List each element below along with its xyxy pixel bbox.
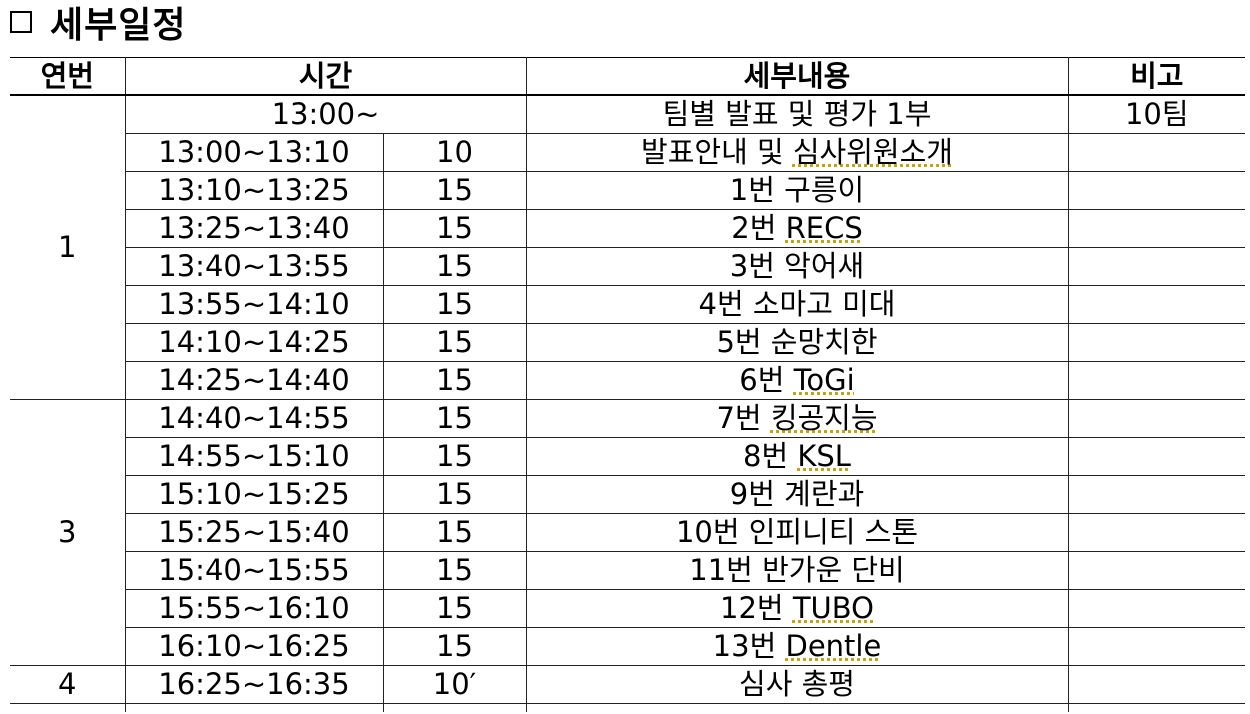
group-number: 4 [10,665,126,704]
content-cell: 11번 반가운 단비 [525,551,1069,590]
table-row: 4 16:25~16:35 10′ 심사 총평 [10,665,1245,704]
duration-cell: 15 [382,513,527,552]
empty-cell [10,703,126,712]
note-cell [1067,323,1245,362]
content-cell: 6번 ToGi [525,361,1069,400]
header-note: 비고 [1067,57,1245,96]
time-cell: 13:25~13:40 [125,209,384,248]
duration-cell: 15 [382,247,527,286]
time-cell: 13:40~13:55 [125,247,384,286]
time-cell: 15:40~15:55 [125,551,384,590]
time-cell: 16:25~16:35 [124,665,384,704]
note-cell [1067,247,1245,286]
time-cell: 15:55~16:10 [125,589,384,628]
duration-cell: 15 [382,437,527,476]
note-cell [1067,285,1245,324]
table-row: 15:10~15:25 15 9번 계란과 [10,475,1245,514]
checkbox-square-icon [10,11,32,33]
schedule-body: 1 13:00~ 팀별 발표 및 평가 1부 10팀 13:00~13:10 10… [10,94,1245,712]
content-cell: 2번 RECS [525,209,1069,248]
table-row: 13:10~13:25 15 1번 구릉이 [10,171,1245,210]
header-no: 연번 [10,57,126,96]
note-cell [1067,475,1245,514]
section-title-text: 세부일정 [50,5,187,46]
time-cell: 14:40~14:55 [124,399,384,438]
content-cell: 12번 TUBO [525,589,1069,628]
note-cell [1067,665,1245,704]
content-cell: 심사 총평 [525,665,1069,704]
duration-cell: 15 [382,171,527,210]
table-row: 14:25~14:40 15 6번 ToGi [10,361,1245,400]
content-cell: 8번 KSL [525,437,1069,476]
empty-cell [382,703,527,712]
duration-cell: 15 [382,323,527,362]
table-row: 14:10~14:25 15 5번 순망치한 [10,323,1245,362]
duration-cell: 10′ [382,665,527,704]
time-cell: 14:10~14:25 [125,323,384,362]
table-row: 16:10~16:25 15 13번 Dentle [10,627,1245,666]
empty-cell [525,703,1069,712]
content-cell: 팀별 발표 및 평가 1부 [525,94,1069,134]
duration-cell: 15 [382,475,527,514]
table-row: 15:40~15:55 15 11번 반가운 단비 [10,551,1245,590]
table-row: 13:00~13:10 10 발표안내 및 심사위원소개 [10,133,1245,172]
table-row: 15:55~16:10 15 12번 TUBO [10,589,1245,628]
note-cell [1067,133,1245,172]
content-cell: 발표안내 및 심사위원소개 [525,133,1069,172]
schedule-table: 연번 시간 세부내용 비고 1 13:00~ 팀별 발표 및 평가 1부 10팀… [10,57,1245,712]
table-row: 14:55~15:10 15 8번 KSL [10,437,1245,476]
empty-cell [1067,703,1245,712]
duration-cell: 15 [382,399,527,438]
time-cell: 13:00~ [124,94,527,134]
time-cell: 16:10~16:25 [125,627,384,666]
duration-cell: 15 [382,361,527,400]
note-cell [1067,437,1245,476]
note-cell [1067,551,1245,590]
note-cell [1067,171,1245,210]
duration-cell: 15 [382,285,527,324]
note-cell [1067,627,1245,666]
note-cell [1067,513,1245,552]
content-cell: 5번 순망치한 [525,323,1069,362]
time-cell: 15:25~15:40 [125,513,384,552]
content-cell: 10번 인피니티 스톤 [525,513,1069,552]
table-row: 13:25~13:40 15 2번 RECS [10,209,1245,248]
content-cell: 9번 계란과 [525,475,1069,514]
content-cell: 1번 구릉이 [525,171,1069,210]
content-cell: 4번 소마고 미대 [525,285,1069,324]
duration-cell: 15 [382,209,527,248]
content-cell: 3번 악어새 [525,247,1069,286]
duration-cell: 10 [382,133,527,172]
duration-cell: 15 [382,589,527,628]
content-cell: 7번 킹공지능 [525,399,1069,438]
table-row: 1 13:00~ 팀별 발표 및 평가 1부 10팀 [10,94,1245,400]
note-cell [1067,361,1245,400]
time-cell: 15:10~15:25 [125,475,384,514]
table-row: 13:40~13:55 15 3번 악어새 [10,247,1245,286]
table-row: 3 14:40~14:55 15 7번 킹공지능 [10,399,1245,666]
section-title: 세부일정 [10,0,186,46]
note-cell [1067,209,1245,248]
duration-cell: 15 [382,551,527,590]
table-row-cut [10,703,1245,712]
time-cell: 14:25~14:40 [125,361,384,400]
time-cell: 13:55~14:10 [125,285,384,324]
note-cell: 10팀 [1067,94,1245,134]
table-row: 13:55~14:10 15 4번 소마고 미대 [10,285,1245,324]
group-number: 1 [10,94,126,400]
header-row: 연번 시간 세부내용 비고 [10,57,1245,96]
time-cell: 13:00~13:10 [125,133,384,172]
table-row: 15:25~15:40 15 10번 인피니티 스톤 [10,513,1245,552]
time-cell: 14:55~15:10 [125,437,384,476]
duration-cell: 15 [382,627,527,666]
time-cell: 13:10~13:25 [125,171,384,210]
note-cell [1067,399,1245,438]
content-cell: 13번 Dentle [525,627,1069,666]
empty-cell [124,703,384,712]
group-number: 3 [10,399,126,666]
header-content: 세부내용 [525,57,1069,96]
note-cell [1067,589,1245,628]
header-time: 시간 [124,57,527,96]
